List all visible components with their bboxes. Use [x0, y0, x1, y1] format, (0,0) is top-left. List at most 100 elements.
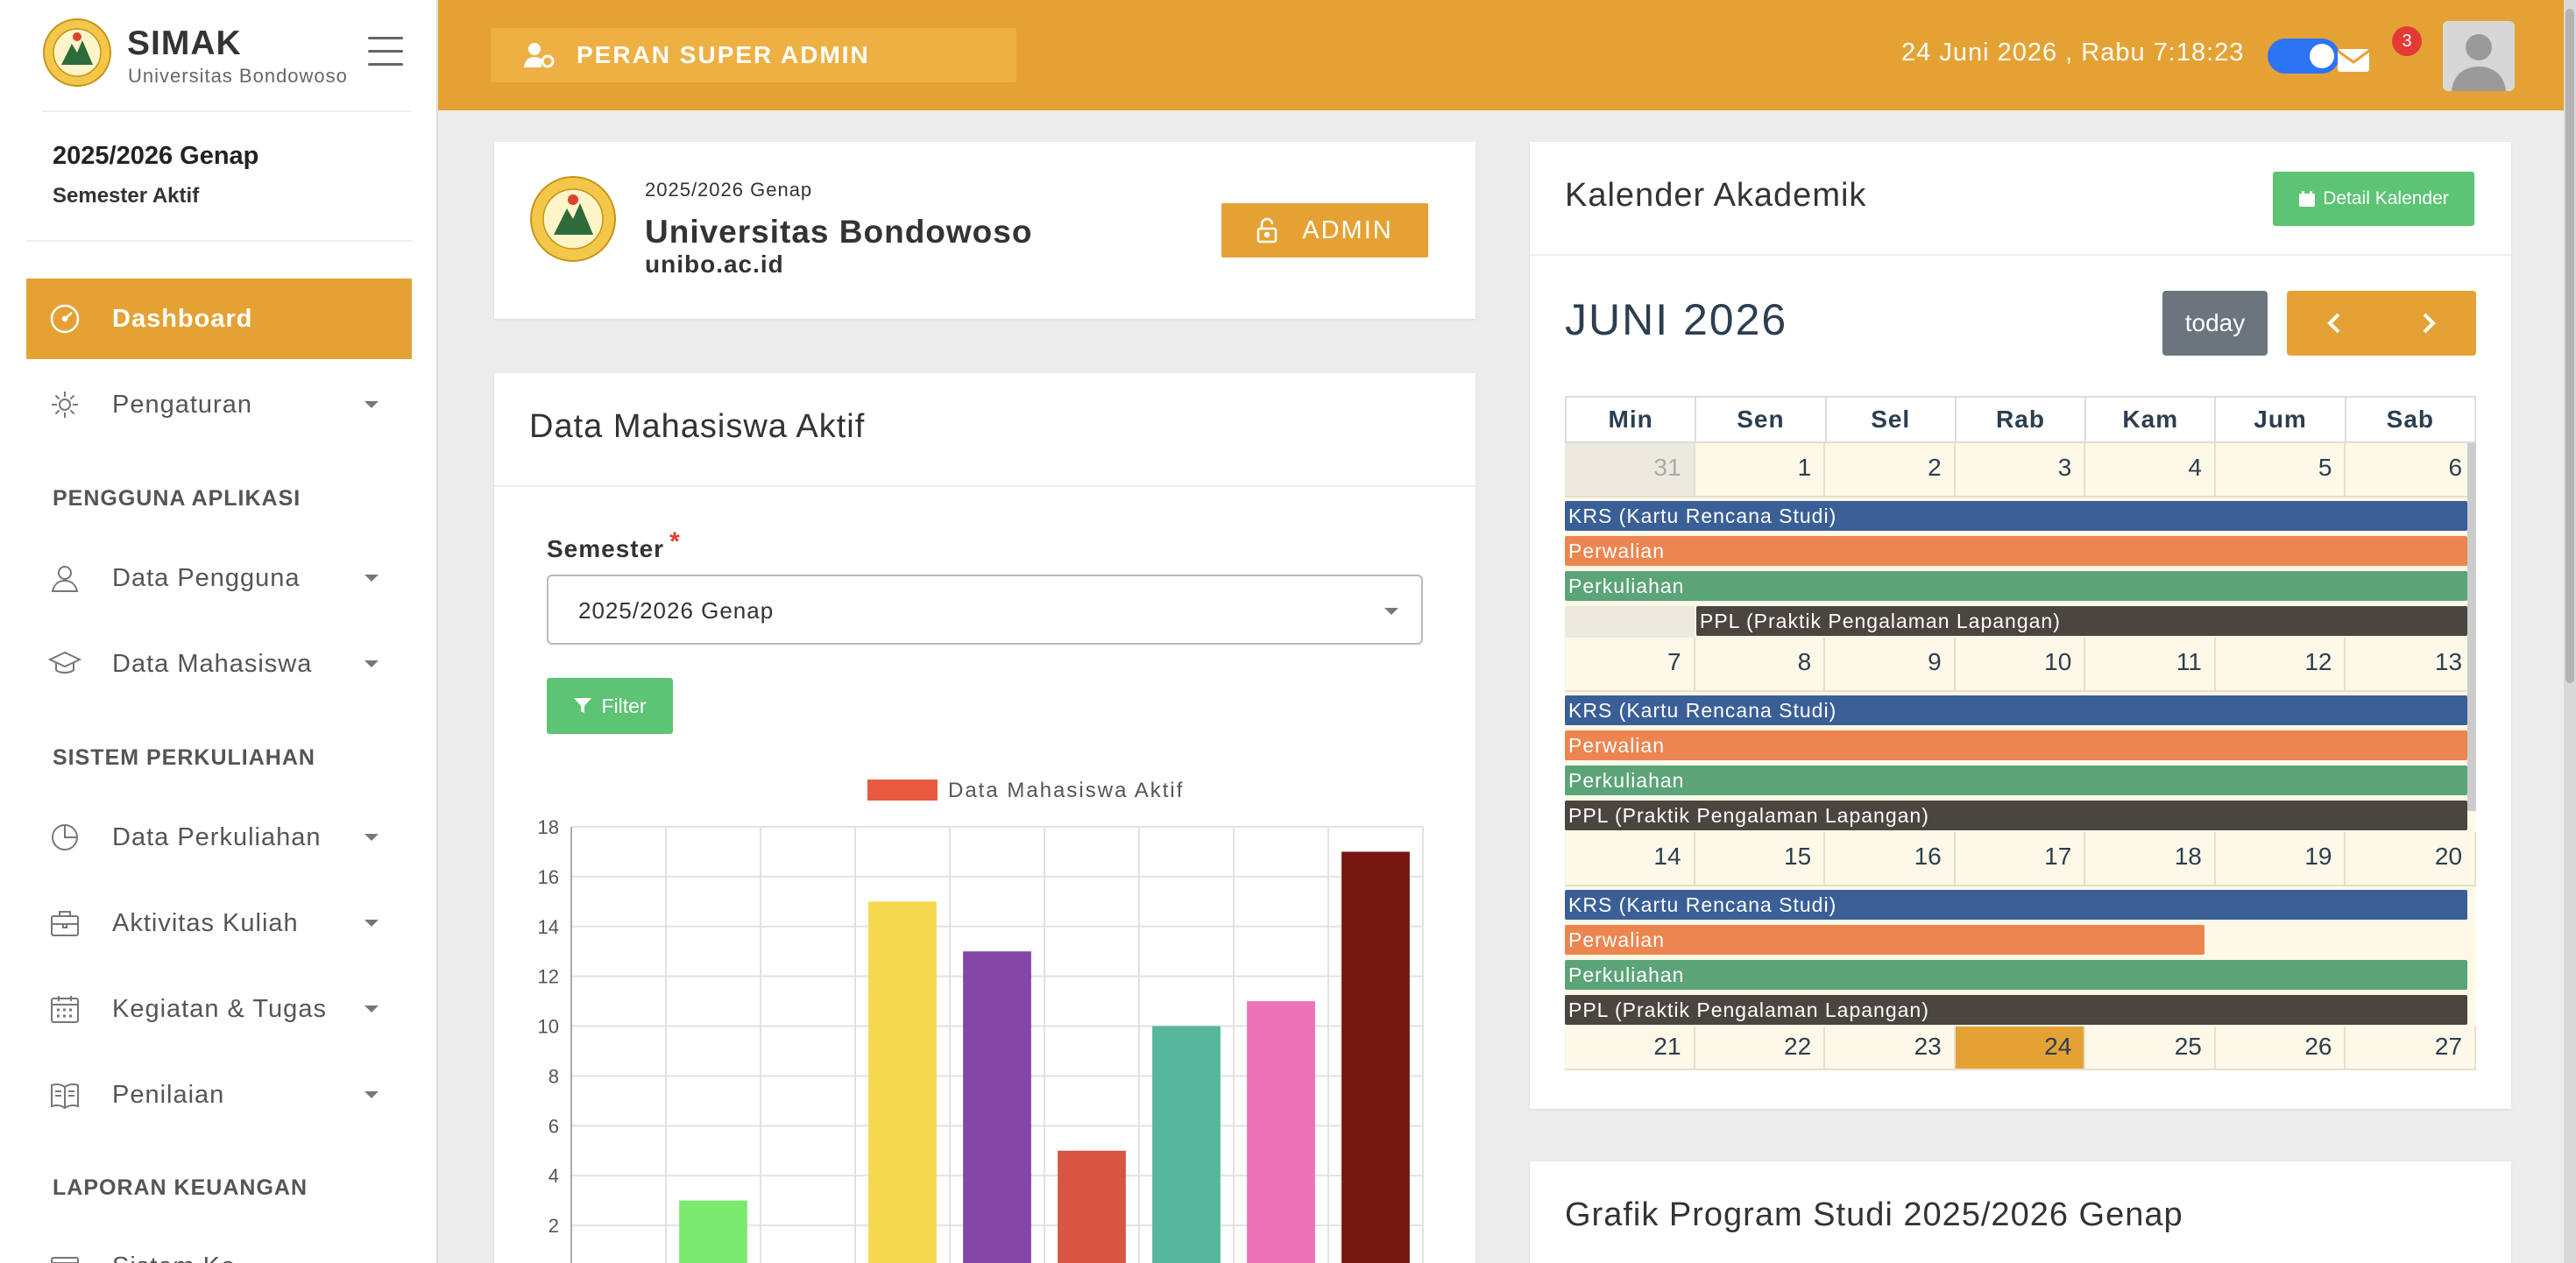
unlock-icon [1257, 217, 1277, 243]
grafik-card: Grafik Program Studi 2025/2026 Genap [1530, 1161, 2511, 1263]
role-label: PERAN SUPER ADMIN [577, 41, 870, 68]
sidebar-item-label: Kegiatan & Tugas [112, 994, 327, 1023]
chart-bar [1341, 851, 1410, 1263]
day-cell[interactable]: 19 [2215, 832, 2346, 886]
today-button[interactable]: today [2162, 291, 2268, 356]
day-cell[interactable]: 12 [2215, 638, 2346, 692]
y-tick-label: 12 [538, 966, 559, 988]
divider [1530, 254, 2511, 256]
day-cell[interactable]: 15 [1695, 832, 1826, 886]
calendar-scrollbar[interactable] [2467, 443, 2476, 811]
day-cell[interactable]: 2 [1825, 443, 1956, 497]
sidebar-item-penilaian[interactable]: Penilaian [26, 1055, 412, 1135]
sidebar: SIMAK Universitas Bondowoso 2025/2026 Ge… [0, 0, 438, 1263]
sidebar-item-data-perkuliahan[interactable]: Data Perkuliahan [26, 797, 412, 878]
sidebar-item-data-mahasiswa[interactable]: Data Mahasiswa [26, 624, 412, 704]
admin-button[interactable]: ADMIN [1221, 203, 1428, 258]
active-semester-label: Semester Aktif [53, 184, 200, 208]
chart-bar [679, 1200, 747, 1263]
day-cell[interactable]: 13 [2346, 638, 2477, 692]
prev-month-button[interactable] [2287, 291, 2381, 356]
event-perwalian[interactable]: Perwalian [1565, 925, 2204, 955]
day-cell[interactable]: 18 [2085, 832, 2216, 886]
university-domain: unibo.ac.id [645, 250, 784, 278]
topbar: PERAN SUPER ADMIN 24 Juni 2026 , Rabu 7:… [438, 0, 2576, 110]
semester-select[interactable]: 2025/2026 Genap [547, 575, 1423, 645]
day-cell[interactable]: 1 [1695, 443, 1826, 497]
y-tick-label: 2 [548, 1215, 559, 1237]
avatar[interactable] [2443, 21, 2515, 91]
menu-toggle-icon[interactable] [368, 37, 403, 68]
role-badge[interactable]: PERAN SUPER ADMIN [491, 28, 1016, 82]
day-cell[interactable]: 17 [1955, 832, 2086, 886]
day-cell-today[interactable]: 24 [1955, 1027, 2086, 1070]
y-tick-label: 14 [538, 916, 559, 938]
pie-chart-icon [46, 818, 84, 857]
day-cell[interactable]: 4 [2085, 443, 2216, 497]
sidebar-item-sistem-keuangan[interactable]: Sistem Ke... [26, 1226, 412, 1263]
detail-calendar-button[interactable]: Detail Kalender [2273, 172, 2474, 226]
semester-label: Semester * [547, 527, 681, 562]
sidebar-item-data-pengguna[interactable]: Data Pengguna [26, 538, 412, 618]
event-perwalian[interactable]: Perwalian [1565, 730, 2467, 760]
event-krs[interactable]: KRS (Kartu Rencana Studi) [1565, 501, 2467, 531]
sidebar-item-label: Data Perkuliahan [112, 822, 322, 851]
event-perwalian[interactable]: Perwalian [1565, 536, 2467, 566]
event-perkuliahan[interactable]: Perkuliahan [1565, 960, 2467, 990]
page-scrollbar-thumb[interactable] [2565, 9, 2574, 683]
event-ppl[interactable]: PPL (Praktik Pengalaman Lapangan) [1696, 606, 2467, 636]
day-cell[interactable]: 6 [2346, 443, 2477, 497]
event-perkuliahan[interactable]: Perkuliahan [1565, 571, 2467, 601]
theme-toggle[interactable] [2268, 39, 2339, 74]
calendar-nav [2287, 291, 2476, 356]
detail-calendar-label: Detail Kalender [2323, 188, 2449, 208]
section-heading-perkuliahan: SISTEM PERKULIAHAN [53, 745, 315, 770]
calendar-month: JUNI 2026 [1565, 295, 1788, 344]
envelope-icon[interactable] [2327, 35, 2380, 81]
day-cell[interactable]: 26 [2215, 1027, 2346, 1070]
user-gear-icon [524, 43, 555, 68]
chevron-down-icon [364, 1091, 379, 1098]
briefcase-icon [46, 904, 84, 942]
event-perkuliahan[interactable]: Perkuliahan [1565, 766, 2467, 795]
day-cell[interactable]: 25 [2085, 1027, 2216, 1070]
filter-button[interactable]: Filter [547, 678, 673, 734]
sidebar-item-kegiatan-tugas[interactable]: Kegiatan & Tugas [26, 969, 412, 1049]
event-krs[interactable]: KRS (Kartu Rencana Studi) [1565, 890, 2467, 920]
day-cell[interactable]: 5 [2215, 443, 2346, 497]
event-krs[interactable]: KRS (Kartu Rencana Studi) [1565, 695, 2467, 725]
day-cell[interactable]: 31 [1565, 443, 1695, 497]
day-cell[interactable]: 20 [2346, 832, 2477, 886]
day-cell[interactable]: 22 [1695, 1027, 1826, 1070]
day-cell[interactable]: 23 [1825, 1027, 1956, 1070]
calendar-grid: Min Sen Sel Rab Kam Jum Sab 31 1 2 3 4 5… [1565, 396, 2477, 1070]
day-cell[interactable]: 3 [1955, 443, 2086, 497]
day-cell[interactable]: 8 [1695, 638, 1826, 692]
y-tick-label: 4 [548, 1165, 559, 1187]
next-month-button[interactable] [2381, 291, 2476, 356]
day-cell[interactable]: 7 [1565, 638, 1695, 692]
day-cell[interactable]: 10 [1955, 638, 2086, 692]
event-ppl[interactable]: PPL (Praktik Pengalaman Lapangan) [1565, 801, 2467, 830]
day-cell[interactable]: 21 [1565, 1027, 1695, 1070]
graduation-cap-icon [46, 645, 84, 683]
sidebar-item-dashboard[interactable]: Dashboard [26, 279, 412, 359]
weekday-cell: Jum [2216, 398, 2346, 441]
sidebar-item-aktivitas-kuliah[interactable]: Aktivitas Kuliah [26, 883, 412, 963]
section-heading-keuangan: LAPORAN KEUANGAN [53, 1175, 308, 1200]
app-name: SIMAK [127, 25, 242, 62]
calendar-week: 31 1 2 3 4 5 6 KRS (Kartu Rencana Studi)… [1565, 443, 2477, 638]
day-row: 21 22 23 24 25 26 27 [1565, 1027, 2477, 1070]
day-cell[interactable]: 11 [2085, 638, 2216, 692]
day-cell[interactable]: 14 [1565, 832, 1695, 886]
other-month-filler [1565, 606, 1695, 638]
chart-bar [1152, 1026, 1221, 1263]
day-cell[interactable]: 9 [1825, 638, 1956, 692]
mail-count-badge: 3 [2392, 26, 2422, 56]
weekday-cell: Sen [1696, 398, 1827, 441]
day-cell[interactable]: 27 [2346, 1027, 2477, 1070]
day-cell[interactable]: 16 [1825, 832, 1956, 886]
sidebar-item-pengaturan[interactable]: Pengaturan [26, 364, 412, 445]
event-ppl[interactable]: PPL (Praktik Pengalaman Lapangan) [1565, 995, 2467, 1025]
filter-button-label: Filter [601, 694, 647, 717]
